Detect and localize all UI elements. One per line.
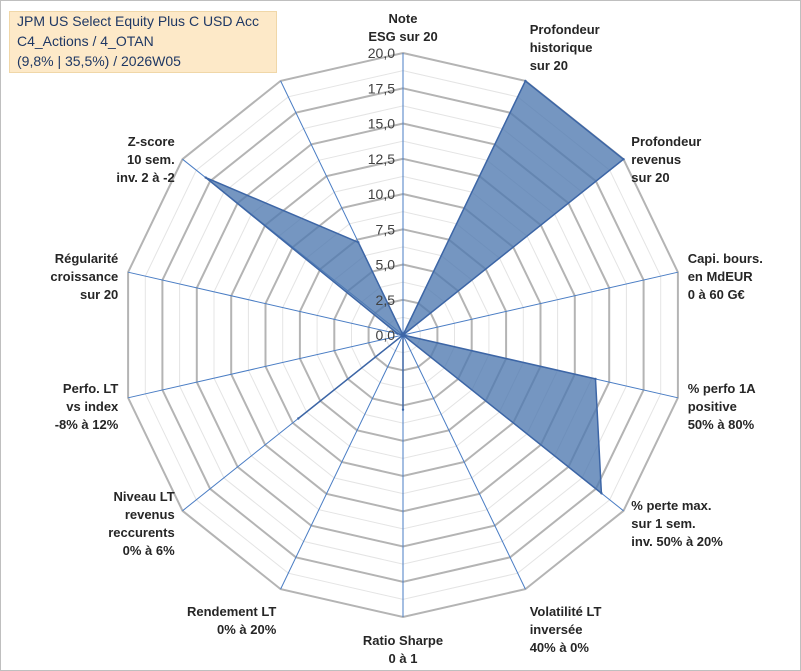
axis-label-6-line-2: 40% à 0% (530, 640, 590, 655)
radial-tick-label-4: 10,0 (368, 186, 395, 202)
axis-label-9-line-0: Niveau LT (114, 489, 175, 504)
chart-title-line-1: JPM US Select Equity Plus C USD Acc (17, 13, 259, 29)
axis-label-1-line-1: historique (530, 40, 593, 55)
chart-title-line-3: (9,8% | 35,5%) / 2026W05 (17, 53, 181, 69)
axis-label-11-line-0: Régularité (55, 251, 119, 266)
axis-label-10-line-1: vs index (66, 399, 119, 414)
axis-label-8-line-1: 0% à 20% (217, 622, 277, 637)
axis-label-4-line-0: % perfo 1A (688, 381, 757, 396)
axis-label-7-line-0: Ratio Sharpe (363, 633, 443, 648)
axis-spoke-3 (402, 271, 679, 336)
axis-label-4-line-1: positive (688, 399, 737, 414)
data-point-5 (600, 492, 603, 495)
axis-label-6-line-0: Volatilité LT (530, 604, 602, 619)
axis-label-2-line-1: revenus (631, 152, 681, 167)
data-point-7 (401, 408, 405, 411)
axis-label-5-line-2: inv. 50% à 20% (631, 534, 723, 549)
data-point-12 (204, 176, 207, 179)
radial-tick-label-7: 17,5 (368, 80, 395, 96)
axis-label-9-line-2: reccurents (108, 525, 174, 540)
data-point-2 (622, 158, 625, 161)
axis-label-8-line-0: Rendement LT (187, 604, 276, 619)
radial-tick-label-5: 12,5 (368, 151, 395, 167)
axis-label-3-line-1: en MdEUR (688, 269, 754, 284)
radial-tick-label-8: 20,0 (368, 45, 395, 61)
axis-spoke-10 (127, 334, 404, 399)
axis-label-7-line-1: 0 à 1 (389, 651, 418, 666)
axis-label-9-line-3: 0% à 6% (123, 543, 175, 558)
data-point-13 (357, 241, 360, 244)
axis-label-3-line-2: 0 à 60 G€ (688, 287, 745, 302)
axis-spoke-8 (280, 334, 404, 590)
chart-title-box (9, 11, 277, 73)
axis-label-10-line-2: -8% à 12% (55, 417, 119, 432)
axis-label-12-line-2: inv. 2 à -2 (116, 170, 174, 185)
radial-tick-label-1: 2,5 (376, 292, 396, 308)
data-series-area (205, 79, 625, 495)
axis-label-10-line-0: Perfo. LT (63, 381, 118, 396)
axis-spoke-11 (127, 271, 404, 336)
axis-label-1-line-0: Profondeur (530, 22, 600, 37)
axis-label-11-line-1: croissance (50, 269, 118, 284)
axis-label-12-line-1: 10 sem. (127, 152, 175, 167)
axis-label-4-line-2: 50% à 80% (688, 417, 755, 432)
data-point-10 (401, 333, 405, 337)
radial-tick-label-2: 5,0 (376, 257, 396, 273)
data-point-4 (594, 377, 597, 381)
axis-label-6-line-1: inversée (530, 622, 583, 637)
axis-spoke-6 (402, 334, 526, 590)
axis-label-5-line-0: % perte max. (631, 498, 711, 513)
axis-label-1-line-2: sur 20 (530, 58, 568, 73)
axis-label-0-line-1: ESG sur 20 (368, 29, 437, 44)
chart-title-line-2: C4_Actions / 4_OTAN (17, 33, 154, 49)
data-point-11 (396, 332, 399, 335)
axis-label-5-line-1: sur 1 sem. (631, 516, 695, 531)
data-point-1 (524, 79, 527, 83)
radial-tick-label-6: 15,0 (368, 116, 395, 132)
axis-label-11-line-2: sur 20 (80, 287, 118, 302)
axis-label-2-line-2: sur 20 (631, 170, 669, 185)
data-point-9 (297, 417, 300, 420)
axis-label-9-line-1: revenus (125, 507, 175, 522)
radial-tick-label-3: 7,5 (376, 221, 396, 237)
axis-label-12-line-0: Z-score (128, 134, 175, 149)
axis-label-3-line-0: Capi. bours. (688, 251, 763, 266)
radial-tick-label-0: 0,0 (376, 327, 396, 343)
axis-label-0-line-0: Note (389, 11, 418, 26)
axis-label-2-line-0: Profondeur (631, 134, 701, 149)
